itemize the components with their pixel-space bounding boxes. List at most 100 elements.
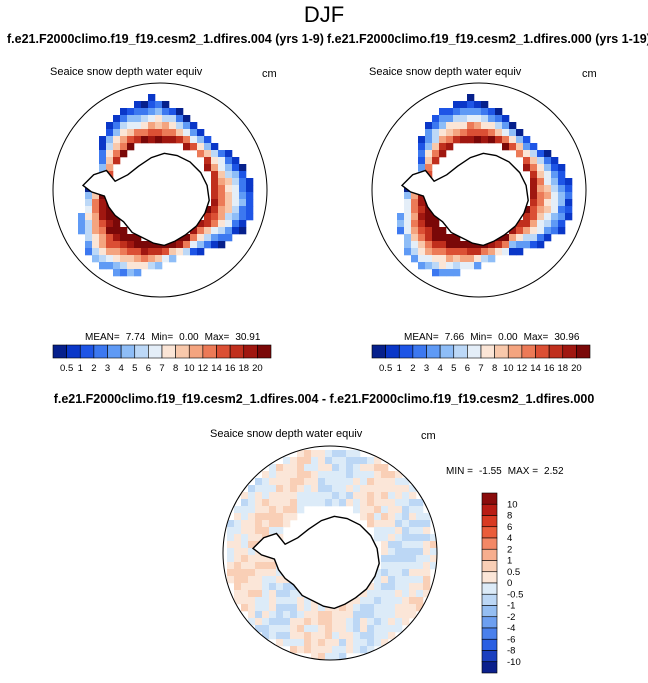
map-cell <box>530 150 538 158</box>
colorbar-swatch <box>216 344 231 359</box>
map-cell <box>430 555 437 563</box>
map-cell <box>120 150 128 158</box>
map-cell <box>262 527 270 535</box>
map-cell <box>423 569 431 577</box>
map-cell <box>248 562 256 570</box>
map-cell <box>85 199 93 207</box>
map-cell <box>416 506 424 514</box>
colorbar-swatch <box>202 344 217 359</box>
map-cell <box>402 499 410 507</box>
map-cell <box>360 464 368 472</box>
map-cell <box>425 213 433 221</box>
map-cell <box>304 485 312 493</box>
map-cell <box>551 206 559 214</box>
map-cell <box>388 534 396 542</box>
panel1-colorbar: 0.5 1 2 3 4 5 6 7 8 10 12 14 16 18 20 <box>52 344 272 374</box>
map-cell <box>262 520 270 528</box>
map-cell <box>516 150 524 158</box>
map-cell <box>481 129 489 137</box>
map-cell <box>374 457 382 465</box>
map-cell <box>106 241 114 249</box>
map-cell <box>148 241 156 249</box>
map-cell <box>388 632 396 640</box>
map-cell <box>388 625 396 633</box>
colorbar-tick-label: 16 <box>544 363 555 374</box>
map-cell <box>544 164 552 172</box>
map-cell <box>248 485 256 493</box>
map-cell <box>269 485 277 493</box>
map-cell <box>509 143 517 151</box>
map-cell <box>325 618 333 626</box>
map-cell <box>353 471 361 479</box>
panel2-max-label: Max= <box>523 332 549 343</box>
map-cell <box>339 611 347 619</box>
map-cell <box>276 618 284 626</box>
map-cell <box>99 136 107 144</box>
map-cell <box>204 206 212 214</box>
colorbar-swatch <box>521 344 536 359</box>
map-cell <box>565 185 573 193</box>
map-cell <box>374 625 382 633</box>
map-cell <box>246 206 254 214</box>
map-cell <box>416 576 424 584</box>
colorbar-tick-label: 2 <box>507 544 512 555</box>
map-cell <box>225 164 233 172</box>
map-cell <box>453 108 461 116</box>
map-cell <box>283 464 291 472</box>
map-cell <box>99 143 107 151</box>
colorbar-swatch <box>535 344 550 359</box>
map-cell <box>423 527 431 535</box>
map-cell <box>409 562 417 570</box>
colorbar-tick-label: 3 <box>424 363 429 374</box>
map-cell <box>460 136 468 144</box>
map-cell <box>255 506 263 514</box>
map-cell <box>558 213 566 221</box>
map-cell <box>425 136 433 144</box>
map-cell <box>409 555 417 563</box>
map-cell <box>85 234 93 242</box>
map-cell <box>388 499 396 507</box>
map-cell <box>544 206 552 214</box>
colorbar-swatch <box>439 344 455 359</box>
map-cell <box>409 548 417 556</box>
map-cell <box>269 611 277 619</box>
map-cell <box>204 220 212 228</box>
map-cell <box>502 122 510 130</box>
map-cell <box>234 597 242 605</box>
map-cell <box>381 632 389 640</box>
map-cell <box>276 478 284 486</box>
map-cell <box>416 499 424 507</box>
map-cell <box>530 234 538 242</box>
colorbar-swatch <box>412 344 427 359</box>
map-cell <box>269 604 277 612</box>
map-cell <box>409 527 417 535</box>
map-cell <box>297 604 305 612</box>
map-cell <box>211 171 219 179</box>
map-cell <box>227 562 235 570</box>
map-cell <box>190 227 198 235</box>
map-cell <box>241 562 249 570</box>
map-cell <box>360 646 368 654</box>
map-cell <box>241 520 249 528</box>
map-cell <box>262 569 270 577</box>
map-cell <box>425 248 433 256</box>
map-cell <box>360 485 368 493</box>
map-cell <box>395 499 403 507</box>
map-cell <box>85 206 93 214</box>
map-cell <box>439 262 447 270</box>
map-cell <box>395 583 403 591</box>
map-cell <box>453 255 461 263</box>
map-cell <box>332 450 340 458</box>
panel3-min-label: MIN = <box>446 466 473 477</box>
map-cell <box>241 604 249 612</box>
map-cell <box>290 457 298 465</box>
map-cell <box>276 604 284 612</box>
map-cell <box>402 492 410 500</box>
map-cell <box>418 262 426 270</box>
map-cell <box>134 248 142 256</box>
map-cell <box>297 611 305 619</box>
map-cell <box>474 108 482 116</box>
map-cell <box>113 136 121 144</box>
map-cell <box>388 506 396 514</box>
map-cell <box>360 492 368 500</box>
